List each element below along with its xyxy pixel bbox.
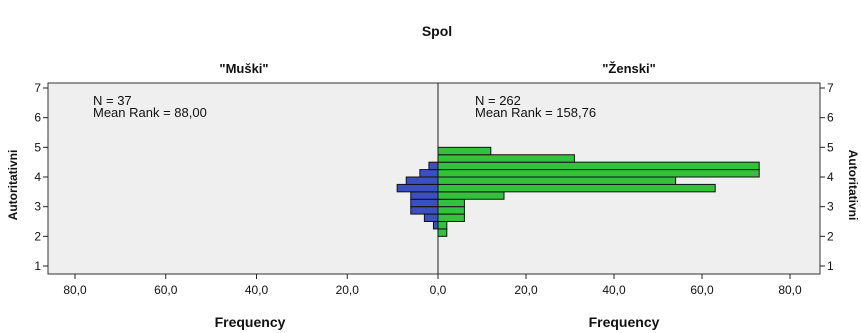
histogram-bar-left-7 — [419, 169, 439, 178]
x-axis: 80,0 60,0 40,0 20,0 0,0 20,0 40,0 60,0 80,0 — [63, 274, 802, 297]
y-axis-left: 1 2 3 4 5 6 7 — [34, 81, 48, 273]
histogram-bar-right-0 — [437, 228, 448, 237]
histogram-bar-right-3 — [437, 206, 465, 215]
x-tick-label-left-1: 60,0 — [154, 283, 178, 297]
y-axis-right: 1 2 3 4 5 6 7 — [820, 81, 834, 273]
y-tick-label-left-7: 7 — [34, 81, 41, 95]
panel-title-left: "Muški" — [219, 61, 268, 76]
y-tick-label-left-3: 3 — [34, 200, 41, 214]
y-tick-label-right-4: 4 — [827, 170, 834, 184]
y-tick-label-left-6: 6 — [34, 111, 41, 125]
stat-mean-rank-right: Mean Rank = 158,76 — [475, 105, 596, 120]
y-tick-label-left-5: 5 — [34, 140, 41, 154]
x-tick-label-left-0: 80,0 — [63, 283, 87, 297]
x-tick-label-right-1: 40,0 — [602, 283, 626, 297]
stat-n-right: N = 262 — [475, 93, 521, 108]
y-tick-label-right-6: 6 — [827, 111, 834, 125]
histogram-bar-right-10 — [437, 154, 575, 163]
x-tick-label-left-4: 0,0 — [430, 283, 447, 297]
histogram-bar-right-5 — [437, 191, 505, 200]
y-tick-label-left-4: 4 — [34, 170, 41, 184]
histogram-bar-left-8 — [428, 161, 439, 171]
x-tick-label-right-0: 20,0 — [514, 283, 538, 297]
histogram-bar-right-2 — [437, 213, 465, 222]
y-tick-label-left-1: 1 — [34, 259, 41, 273]
y-tick-label-right-1: 1 — [827, 259, 834, 273]
histogram-bar-right-1 — [437, 221, 448, 230]
histogram-bar-left-5 — [396, 183, 439, 193]
x-axis-title-left: Frequency — [215, 314, 286, 330]
stat-mean-rank-left: Mean Rank = 88,00 — [93, 105, 207, 120]
y-axis-title-right: Autoritativni — [846, 150, 860, 221]
y-tick-label-right-2: 2 — [827, 229, 834, 243]
chart-title: Spol — [422, 23, 452, 39]
histogram-bar-right-7 — [437, 176, 677, 185]
x-tick-label-left-3: 20,0 — [336, 283, 360, 297]
histogram-bar-right-8 — [437, 169, 760, 178]
histogram-bar-right-6 — [437, 183, 716, 193]
y-tick-label-left-2: 2 — [34, 229, 41, 243]
histogram-bar-right-4 — [437, 198, 465, 208]
histogram-bar-right-11 — [437, 146, 492, 156]
panel-title-right: "Ženski" — [602, 61, 656, 76]
histogram-bar-left-3 — [410, 198, 439, 208]
histogram-bar-right-9 — [437, 161, 760, 171]
y-axis-title-left: Autoritativni — [6, 150, 20, 221]
x-axis-title-right: Frequency — [589, 314, 660, 330]
y-tick-label-right-5: 5 — [827, 140, 834, 154]
stat-n-left: N = 37 — [93, 93, 132, 108]
histogram-bar-left-6 — [405, 176, 439, 185]
y-tick-label-right-7: 7 — [827, 81, 834, 95]
x-tick-label-right-3: 80,0 — [778, 283, 802, 297]
y-tick-label-right-3: 3 — [827, 200, 834, 214]
histogram-bar-left-2 — [410, 206, 439, 215]
histogram-bar-left-1 — [423, 213, 439, 222]
x-tick-label-right-2: 60,0 — [690, 283, 714, 297]
x-tick-label-left-2: 40,0 — [245, 283, 269, 297]
histogram-bar-left-0 — [432, 221, 439, 230]
histogram-bar-left-4 — [410, 191, 439, 200]
bars-right — [437, 146, 760, 237]
